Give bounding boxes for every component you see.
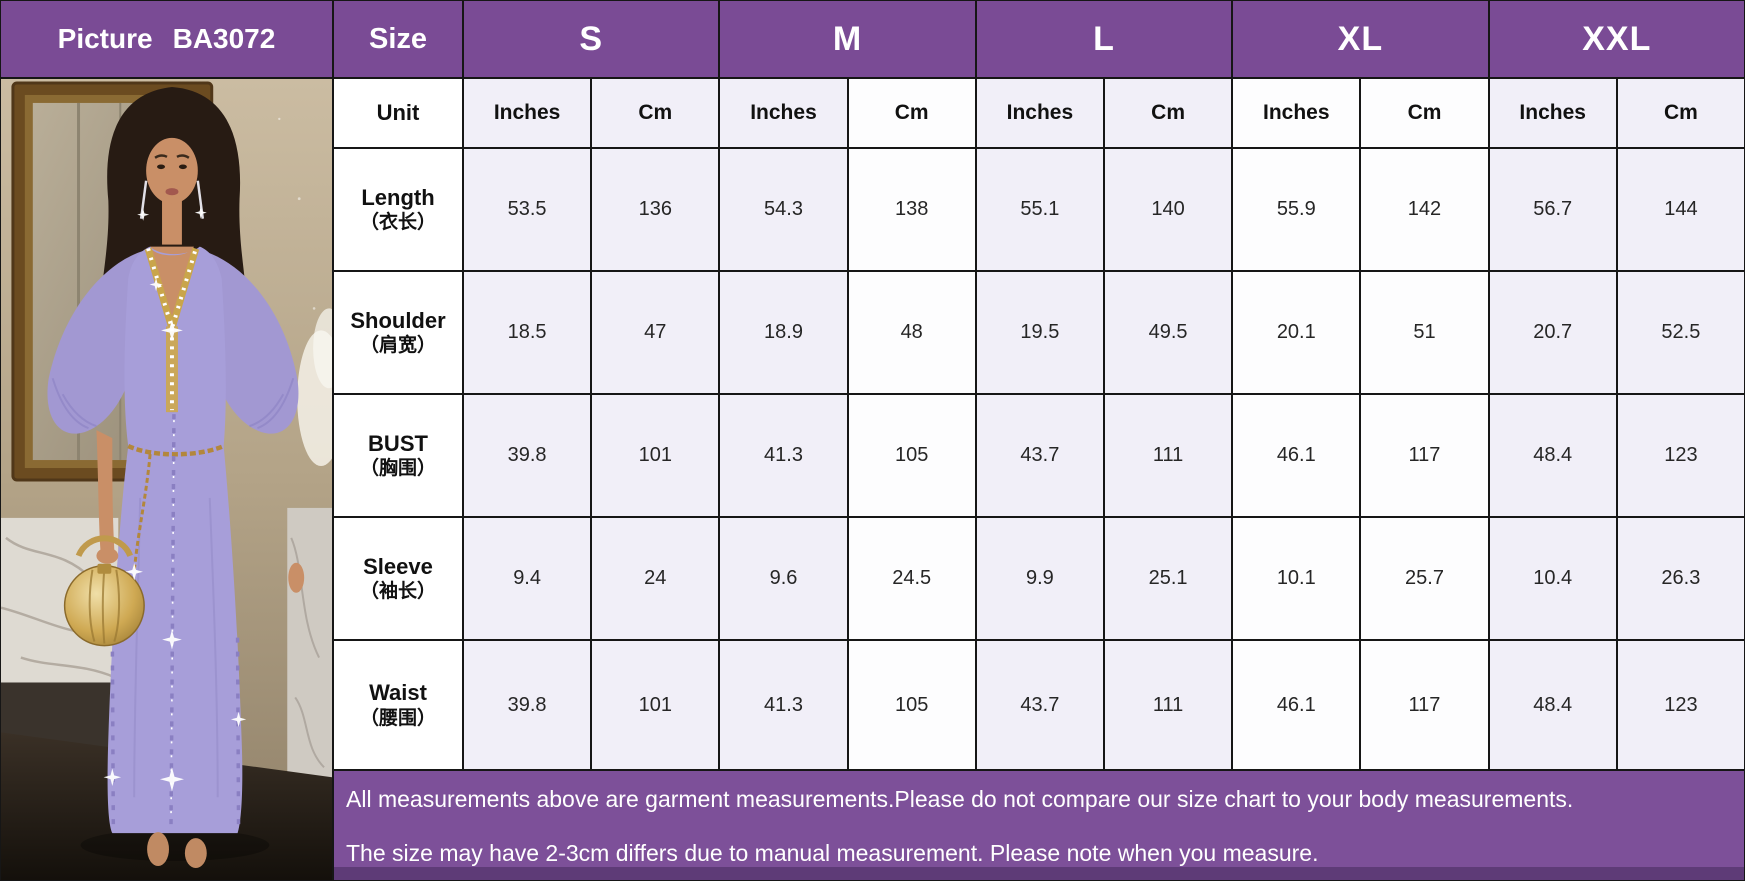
measurement-cell: 10.1	[1232, 517, 1361, 640]
measurement-cell: 142	[1360, 148, 1489, 271]
measurement-cell: 20.1	[1232, 271, 1361, 394]
row-label-en: Waist	[369, 680, 427, 706]
measurement-cell: 138	[847, 148, 976, 271]
measurement-cell: 123	[1616, 640, 1745, 770]
size-column-header-xl: XL	[1232, 0, 1489, 78]
measurement-cell: 39.8	[463, 394, 592, 517]
measurement-cell: 54.3	[719, 148, 848, 271]
measurement-cell: 24.5	[847, 517, 976, 640]
measurement-cell: 111	[1103, 640, 1233, 770]
measurement-cell: 48.4	[1488, 640, 1617, 770]
measurement-cell: 24	[591, 517, 720, 640]
unit-header-xxl-cm: Cm	[1616, 78, 1745, 148]
measurement-cell: 48	[847, 271, 976, 394]
measurement-cell: 20.7	[1488, 271, 1617, 394]
row-label-zh: （腰围）	[359, 707, 436, 729]
size-column-header-l: L	[975, 0, 1233, 78]
measurement-cell: 101	[591, 394, 720, 517]
size-column-header-xxl: XXL	[1488, 0, 1745, 78]
measurement-cell: 26.3	[1616, 517, 1745, 640]
measurement-cell: 101	[591, 640, 720, 770]
row-label-en: Sleeve	[363, 553, 433, 579]
unit-header-xl-cm: Cm	[1360, 78, 1489, 148]
unit-header-m-inches: Inches	[719, 78, 848, 148]
unit-header-xl-inches: Inches	[1232, 78, 1361, 148]
product-photo-illustration	[1, 79, 332, 880]
measurement-cell: 144	[1616, 148, 1745, 271]
row-label-zh: （肩宽）	[359, 335, 436, 357]
measurement-cell: 53.5	[463, 148, 592, 271]
row-label-en: Length	[361, 184, 435, 210]
measurement-cell: 25.1	[1103, 517, 1233, 640]
measurement-cell: 25.7	[1360, 517, 1489, 640]
measurement-cell: 47	[591, 271, 720, 394]
measurement-cell: 46.1	[1232, 394, 1361, 517]
product-code: BA3072	[172, 23, 276, 54]
gold-handbag	[63, 535, 145, 647]
row-label-sleeve: Sleeve （袖长）	[333, 517, 463, 640]
measurement-cell: 55.9	[1232, 148, 1361, 271]
note-line-2: The size may have 2-3cm differs due to m…	[346, 840, 1319, 867]
unit-label-cell: Unit	[333, 78, 463, 148]
row-label-zh: （袖长）	[359, 581, 436, 603]
measurement-cell: 136	[591, 148, 720, 271]
size-column-header-m: M	[719, 0, 976, 78]
measurement-cell: 43.7	[975, 394, 1104, 517]
measurement-cell: 117	[1360, 640, 1489, 770]
row-label-zh: （衣长）	[359, 212, 436, 234]
measurement-cell: 10.4	[1488, 517, 1617, 640]
unit-header-s-inches: Inches	[463, 78, 592, 148]
note-line-1: All measurements above are garment measu…	[346, 786, 1574, 812]
product-photo	[0, 78, 333, 881]
measurement-cell: 48.4	[1488, 394, 1617, 517]
unit-header-l-inches: Inches	[975, 78, 1104, 148]
row-label-en: BUST	[368, 430, 428, 456]
measurement-cell: 56.7	[1488, 148, 1617, 271]
measurement-cell: 9.4	[463, 517, 592, 640]
measurement-cell: 52.5	[1616, 271, 1745, 394]
model	[47, 86, 305, 869]
measurement-cell: 43.7	[975, 640, 1104, 770]
row-label-waist: Waist （腰围）	[333, 640, 463, 770]
measurement-cell: 19.5	[975, 271, 1104, 394]
unit-header-s-cm: Cm	[591, 78, 720, 148]
unit-header-l-cm: Cm	[1103, 78, 1233, 148]
notes-banner: All measurements above are garment measu…	[333, 770, 1745, 881]
row-label-shoulder: Shoulder （肩宽）	[333, 271, 463, 394]
measurement-cell: 18.5	[463, 271, 592, 394]
measurement-cell: 51	[1360, 271, 1489, 394]
measurement-cell: 46.1	[1232, 640, 1361, 770]
measurement-cell: 41.3	[719, 394, 848, 517]
measurement-cell: 41.3	[719, 640, 848, 770]
measurement-cell: 39.8	[463, 640, 592, 770]
row-label-bust: BUST （胸围）	[333, 394, 463, 517]
measurement-cell: 117	[1360, 394, 1489, 517]
measurement-cell: 111	[1103, 394, 1233, 517]
measurement-cell: 105	[847, 640, 976, 770]
unit-label: Unit	[376, 100, 420, 126]
measurement-cell: 18.9	[719, 271, 848, 394]
size-header: Size	[333, 0, 463, 78]
measurement-cell: 55.1	[975, 148, 1104, 271]
picture-label: Picture	[57, 23, 153, 54]
measurement-cell: 49.5	[1103, 271, 1233, 394]
measurement-cell: 9.6	[719, 517, 848, 640]
size-column-header-s: S	[463, 0, 720, 78]
picture-header: Picture BA3072	[0, 0, 333, 78]
measurement-cell: 140	[1103, 148, 1233, 271]
row-label-en: Shoulder	[350, 307, 446, 333]
measurement-cell: 9.9	[975, 517, 1104, 640]
row-label-zh: （胸围）	[359, 458, 436, 480]
unit-header-m-cm: Cm	[847, 78, 976, 148]
row-label-length: Length （衣长）	[333, 148, 463, 271]
unit-header-xxl-inches: Inches	[1488, 78, 1617, 148]
measurement-cell: 105	[847, 394, 976, 517]
measurement-cell: 123	[1616, 394, 1745, 517]
